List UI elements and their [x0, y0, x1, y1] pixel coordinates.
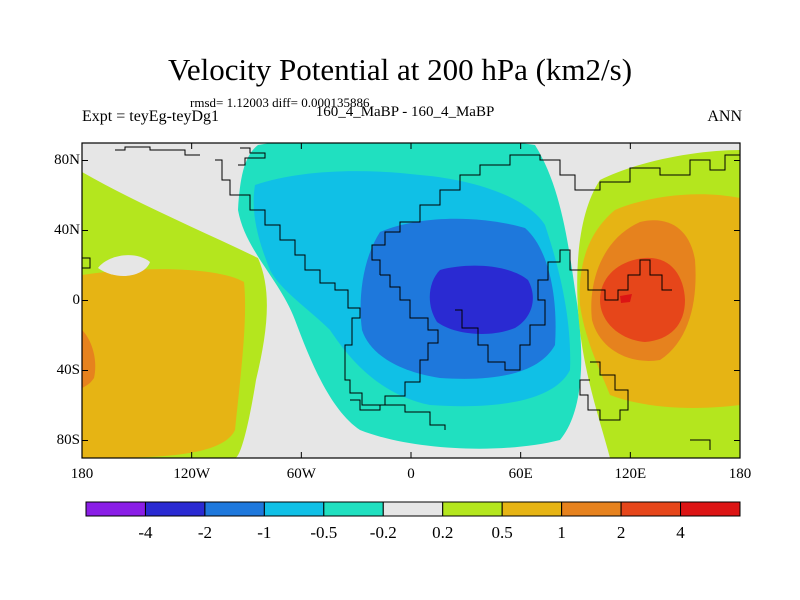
- contour-field: [82, 143, 740, 458]
- colorbar-label: 2: [616, 523, 626, 542]
- colorbar-swatch: [442, 501, 503, 517]
- plot-title: Velocity Potential at 200 hPa (km2/s): [167, 52, 633, 87]
- greenland-coast: [238, 147, 266, 166]
- colorbar-label: 0.5: [491, 523, 513, 542]
- colorbar: [85, 501, 741, 517]
- colorbar-swatch: [382, 501, 444, 517]
- y-tick-label: 80S: [56, 431, 80, 448]
- colorbar-label: -2: [197, 523, 212, 542]
- colorbar-swatch: [144, 501, 206, 517]
- africa-asia-coast: [455, 249, 672, 371]
- americas-coast: [215, 159, 439, 406]
- colorbar-label: -1: [257, 523, 272, 542]
- arctic-coast: [115, 146, 200, 156]
- y-tick-label: 80N: [54, 151, 80, 168]
- antarctic-coast: [350, 399, 446, 430]
- stats-text: rmsd= 1.12003 diff= 0.000135886: [190, 95, 370, 110]
- colorbar-swatch: [561, 501, 622, 517]
- neutral-island: [98, 255, 150, 276]
- colorbar-swatch: [620, 501, 682, 517]
- colorbar-label: 1: [557, 523, 566, 542]
- positive-peak: [620, 294, 632, 303]
- x-tick-label: 60W: [286, 466, 316, 482]
- positive-region-west-inner: [82, 269, 246, 458]
- colorbar-swatch: [323, 501, 384, 517]
- southern-island: [690, 439, 711, 450]
- x-tick-label: 180: [728, 466, 752, 482]
- x-tick-label: 60E: [508, 466, 533, 482]
- axis-ticks: [81, 143, 741, 458]
- colorbar-label: -0.5: [310, 523, 338, 542]
- positive-region-west-core: [82, 330, 96, 388]
- positive-region-east-core: [600, 257, 685, 342]
- x-tick-label: 180: [70, 466, 94, 482]
- colorbar-swatch: [204, 501, 265, 517]
- coastlines: [82, 146, 740, 450]
- x-tick-label: 120E: [614, 466, 647, 482]
- x-tick-label: 120W: [173, 466, 210, 482]
- australia-coast: [579, 361, 629, 421]
- x-tick-label: 0: [407, 466, 415, 482]
- y-tick-label: 40N: [54, 221, 80, 238]
- eurasia-north-coast: [371, 154, 740, 275]
- colorbar-label: -4: [138, 523, 153, 542]
- colorbar-swatch: [85, 501, 146, 517]
- plot-subtitle: 160_4_MaBP - 160_4_MaBP: [315, 104, 495, 120]
- colorbar-swatch: [263, 501, 325, 517]
- negative-region-core: [429, 265, 533, 334]
- season-label: ANN: [707, 108, 742, 125]
- colorbar-label: 4: [676, 523, 685, 542]
- colorbar-swatch: [501, 501, 563, 517]
- colorbar-label: -0.2: [369, 523, 397, 542]
- pacific-island: [82, 257, 91, 269]
- colorbar-swatch: [680, 501, 741, 517]
- experiment-label: Expt = teyEg-teyDg1: [82, 108, 219, 125]
- colorbar-label: 0.2: [432, 523, 454, 542]
- y-tick-label: 0: [72, 291, 81, 308]
- y-tick-label: 40S: [56, 361, 80, 378]
